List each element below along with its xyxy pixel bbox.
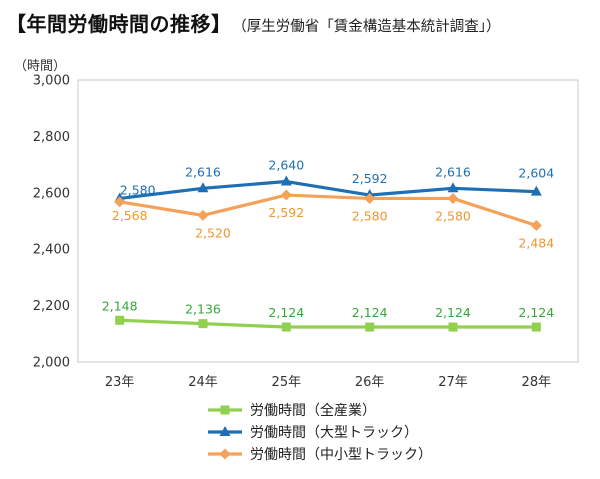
data-label: 2,124	[268, 305, 304, 320]
data-label: 2,520	[195, 225, 231, 240]
legend-item: 労働時間（中小型トラック）	[208, 447, 432, 463]
series-2	[114, 175, 542, 203]
chart-title: 【年間労働時間の推移】	[6, 12, 232, 36]
data-point-marker	[530, 220, 542, 232]
x-tick-label: 24年	[188, 375, 218, 390]
data-label: 2,592	[352, 171, 388, 186]
y-tick-label: 2,200	[33, 299, 70, 314]
legend-item: 労働時間（大型トラック）	[208, 425, 418, 441]
series-line	[119, 179, 537, 201]
x-tick-label: 27年	[438, 375, 468, 390]
series-line	[119, 193, 537, 228]
data-point-marker	[281, 322, 291, 332]
y-axis-ticks: 2,000 2,200 2,400 2,600 2,800 3,000	[33, 74, 70, 371]
data-point-marker	[531, 322, 541, 332]
data-label: 2,148	[102, 298, 138, 313]
data-point-marker	[197, 182, 209, 193]
data-point-marker	[115, 315, 125, 325]
series-1	[115, 315, 541, 332]
data-label: 2,136	[185, 302, 221, 317]
data-label: 2,568	[112, 208, 148, 223]
data-label: 2,616	[185, 164, 221, 179]
data-point-marker	[447, 182, 459, 193]
x-tick-label: 28年	[522, 375, 552, 390]
data-point-marker	[364, 192, 376, 204]
y-tick-label: 2,800	[33, 130, 70, 145]
x-tick-label: 26年	[355, 375, 385, 390]
data-point-marker	[365, 322, 375, 332]
y-tick-label: 3,000	[33, 74, 70, 89]
legend-item: 労働時間（全産業）	[208, 402, 376, 419]
chart-title-row: 【年間労働時間の推移】 （厚生労働省「賃金構造基本統計調査」）	[6, 8, 596, 44]
series-3	[114, 189, 542, 232]
legend-swatch-marker	[219, 448, 231, 460]
data-label: 2,640	[268, 158, 304, 173]
data-label: 2,124	[518, 305, 554, 320]
data-label: 2,580	[435, 208, 471, 223]
data-label: 2,580	[120, 182, 156, 197]
data-point-marker	[114, 196, 126, 208]
data-label: 2,616	[435, 164, 471, 179]
y-tick-label: 2,000	[33, 356, 70, 371]
legend-label: 労働時間（大型トラック）	[250, 425, 418, 441]
x-axis-ticks: 23年 24年 25年 26年 27年 28年	[105, 375, 551, 390]
legend: 労働時間（全産業） 労働時間（大型トラック） 労働時間（中小型トラック）	[208, 402, 432, 463]
chart-subtitle: （厚生労働省「賃金構造基本統計調査」）	[239, 19, 501, 35]
series-line	[119, 318, 537, 329]
data-point-marker	[448, 322, 458, 332]
data-label: 2,124	[352, 305, 388, 320]
plot-area-frame	[77, 79, 579, 363]
series-layer	[114, 175, 542, 332]
data-label: 2,484	[518, 236, 554, 251]
data-point-marker	[280, 189, 292, 201]
data-labels-layer: 2,148 2,136 2,124 2,124 2,124 2,124 2,580 2,616…	[102, 158, 554, 321]
y-tick-label: 2,600	[33, 186, 70, 201]
legend-label: 労働時間（中小型トラック）	[250, 447, 432, 463]
data-label: 2,592	[268, 205, 304, 220]
data-point-marker	[530, 185, 542, 196]
data-point-marker	[197, 209, 209, 221]
legend-swatch-marker	[219, 426, 231, 436]
data-point-marker	[280, 175, 292, 186]
data-label: 2,604	[518, 166, 554, 181]
y-tick-label: 2,400	[33, 243, 70, 258]
x-tick-label: 25年	[272, 375, 302, 390]
data-point-marker	[198, 319, 208, 329]
data-point-marker	[447, 192, 459, 204]
data-label: 2,124	[435, 305, 471, 320]
data-label: 2,580	[352, 208, 388, 223]
x-tick-label: 23年	[105, 375, 135, 390]
legend-label: 労働時間（全産業）	[250, 402, 376, 419]
y-axis-unit-label: （時間）	[14, 59, 66, 74]
legend-swatch-marker	[220, 405, 230, 415]
